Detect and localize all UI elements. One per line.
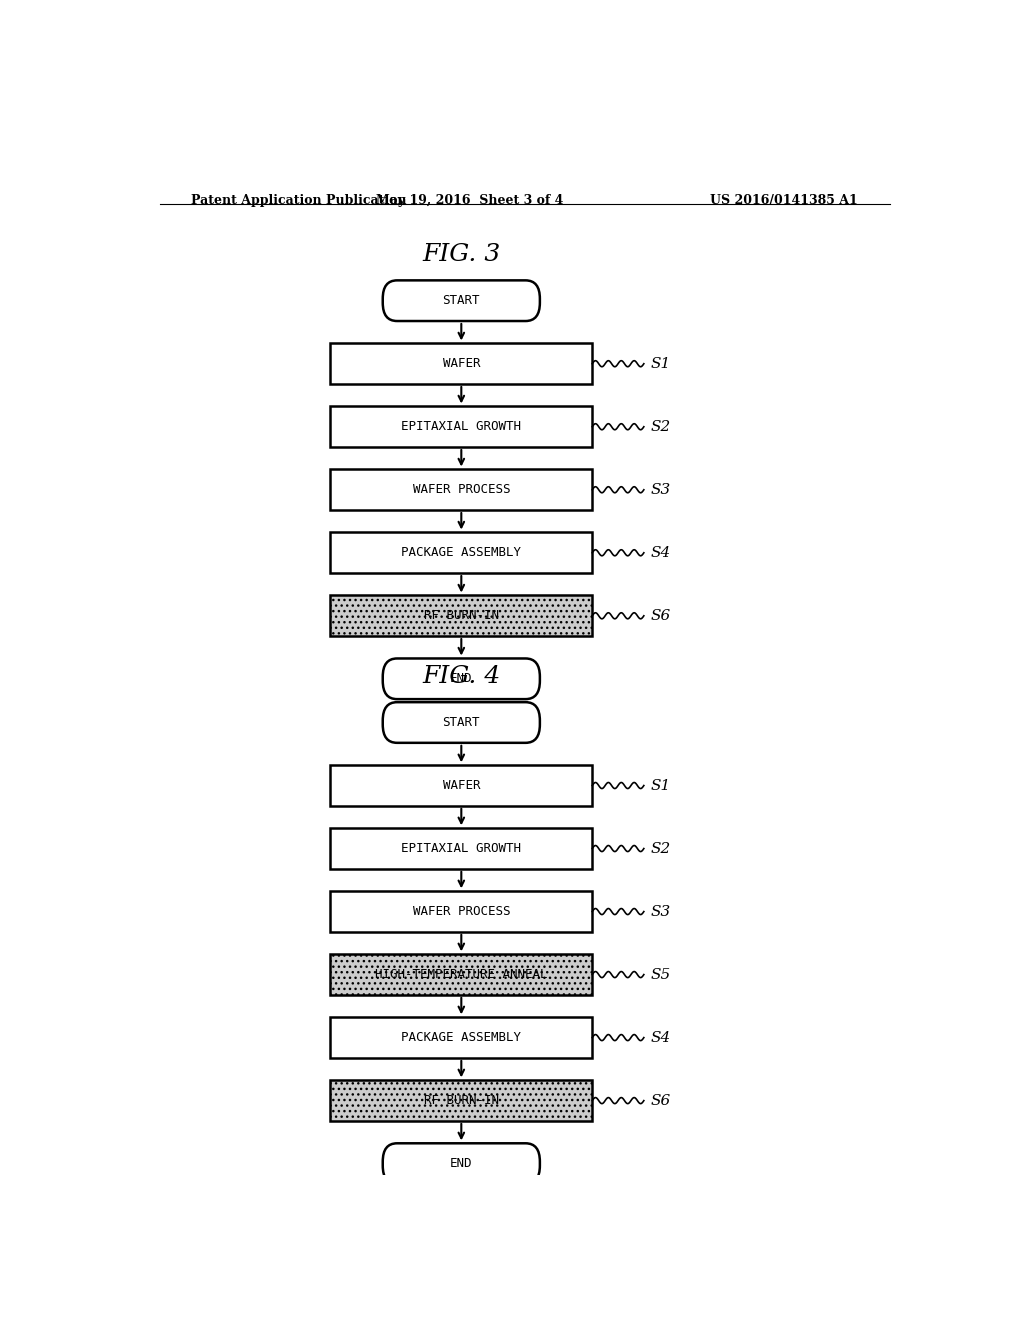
Text: WAFER PROCESS: WAFER PROCESS (413, 906, 510, 917)
Text: May 19, 2016  Sheet 3 of 4: May 19, 2016 Sheet 3 of 4 (376, 194, 563, 207)
Text: RF BURN-IN: RF BURN-IN (424, 610, 499, 622)
FancyBboxPatch shape (383, 1143, 540, 1184)
Text: S1: S1 (650, 779, 671, 792)
Text: WAFER: WAFER (442, 779, 480, 792)
Text: S6: S6 (650, 1093, 671, 1107)
Text: S6: S6 (650, 609, 671, 623)
Text: S3: S3 (650, 483, 671, 496)
FancyBboxPatch shape (383, 280, 540, 321)
Text: US 2016/0141385 A1: US 2016/0141385 A1 (711, 194, 858, 207)
Text: HIGH-TEMPERATURE ANNEAL: HIGH-TEMPERATURE ANNEAL (375, 968, 548, 981)
Text: S4: S4 (650, 1031, 671, 1044)
Text: WAFER PROCESS: WAFER PROCESS (413, 483, 510, 496)
Text: PACKAGE ASSEMBLY: PACKAGE ASSEMBLY (401, 1031, 521, 1044)
FancyBboxPatch shape (331, 1080, 592, 1121)
Text: END: END (451, 1158, 472, 1170)
FancyBboxPatch shape (331, 766, 592, 805)
Text: WAFER: WAFER (442, 358, 480, 370)
Text: S5: S5 (650, 968, 671, 982)
FancyBboxPatch shape (331, 407, 592, 447)
Text: EPITAXIAL GROWTH: EPITAXIAL GROWTH (401, 420, 521, 433)
FancyBboxPatch shape (383, 659, 540, 700)
FancyBboxPatch shape (331, 595, 592, 636)
Text: START: START (442, 294, 480, 308)
Text: Patent Application Publication: Patent Application Publication (191, 194, 407, 207)
Text: END: END (451, 672, 472, 685)
Text: S1: S1 (650, 356, 671, 371)
FancyBboxPatch shape (331, 470, 592, 510)
Text: FIG. 4: FIG. 4 (422, 665, 501, 688)
Text: START: START (442, 715, 480, 729)
Text: S2: S2 (650, 420, 671, 434)
FancyBboxPatch shape (331, 343, 592, 384)
Text: S4: S4 (650, 545, 671, 560)
Text: RF BURN-IN: RF BURN-IN (424, 1094, 499, 1107)
Text: FIG. 3: FIG. 3 (422, 243, 501, 267)
FancyBboxPatch shape (331, 891, 592, 932)
Text: PACKAGE ASSEMBLY: PACKAGE ASSEMBLY (401, 546, 521, 560)
Text: EPITAXIAL GROWTH: EPITAXIAL GROWTH (401, 842, 521, 855)
FancyBboxPatch shape (331, 828, 592, 869)
FancyBboxPatch shape (331, 532, 592, 573)
FancyBboxPatch shape (383, 702, 540, 743)
Text: S3: S3 (650, 904, 671, 919)
FancyBboxPatch shape (331, 1018, 592, 1057)
Text: S2: S2 (650, 842, 671, 855)
FancyBboxPatch shape (331, 954, 592, 995)
